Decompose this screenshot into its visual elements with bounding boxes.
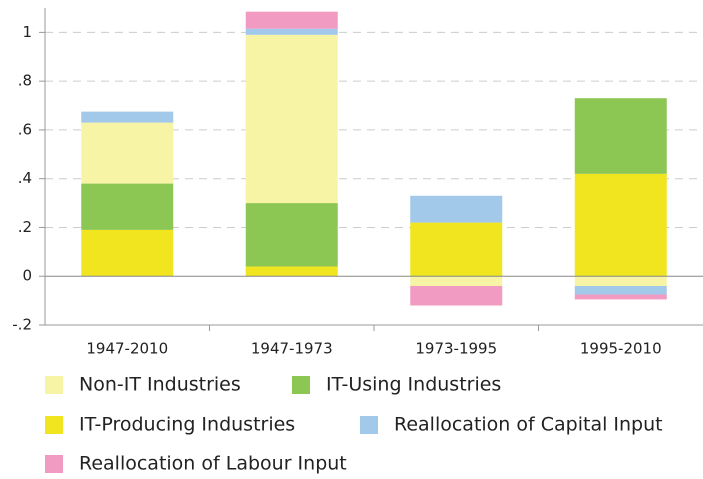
- bar-segment: [410, 276, 503, 286]
- y-tick-label: .8: [18, 72, 32, 90]
- bar-segment: [410, 285, 503, 306]
- bar-segment: [245, 34, 338, 204]
- legend-label: Reallocation of Labour Input: [79, 453, 347, 475]
- bar-segment: [245, 203, 338, 267]
- bar-segment: [410, 222, 503, 277]
- y-tick-label: .2: [18, 218, 32, 236]
- bar-segment: [81, 122, 174, 184]
- legend-label: Non-IT Industries: [79, 374, 241, 396]
- legend-swatch: [292, 376, 310, 394]
- bar-segment: [574, 285, 667, 295]
- y-tick-label: .4: [18, 169, 32, 187]
- legend-swatch: [45, 455, 63, 473]
- bar-segment: [410, 195, 503, 223]
- y-tick-label: 1: [22, 23, 32, 41]
- bar-segment: [574, 276, 667, 286]
- x-tick-label: 1973-1995: [415, 340, 497, 358]
- bar-segment: [81, 229, 174, 277]
- legend-label: Reallocation of Capital Input: [394, 414, 663, 436]
- bar-segment: [574, 173, 667, 277]
- bar-segment: [81, 111, 174, 123]
- legend-swatch: [45, 416, 63, 434]
- legend-swatch: [45, 376, 63, 394]
- bar-segment: [245, 11, 338, 29]
- bar-segment: [245, 28, 338, 35]
- bar-segment: [245, 266, 338, 277]
- bar-segment: [574, 294, 667, 300]
- legend-label: IT-Using Industries: [326, 374, 501, 396]
- x-tick-label: 1947-1973: [251, 340, 333, 358]
- y-tick-label: 0: [22, 267, 32, 285]
- x-tick-label: 1947-2010: [86, 340, 168, 358]
- y-tick-label: .6: [18, 120, 32, 138]
- y-tick-label: -.2: [12, 316, 32, 334]
- legend-label: IT-Producing Industries: [79, 414, 295, 436]
- legend-swatch: [360, 416, 378, 434]
- bar-segment: [574, 98, 667, 174]
- x-tick-label: 1995-2010: [580, 340, 662, 358]
- bar-segment: [81, 183, 174, 230]
